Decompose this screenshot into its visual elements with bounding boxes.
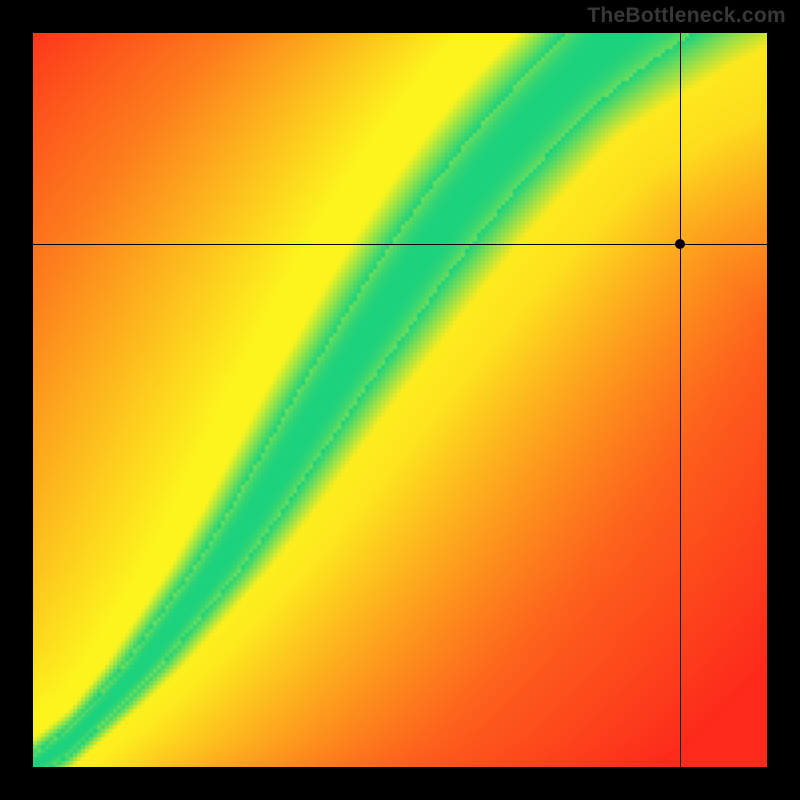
crosshair-marker [675, 239, 685, 249]
crosshair-horizontal [33, 244, 767, 245]
crosshair-vertical [680, 33, 681, 767]
heatmap-plot [33, 33, 767, 767]
heatmap-canvas [33, 33, 767, 767]
watermark-text: TheBottleneck.com [587, 4, 786, 28]
